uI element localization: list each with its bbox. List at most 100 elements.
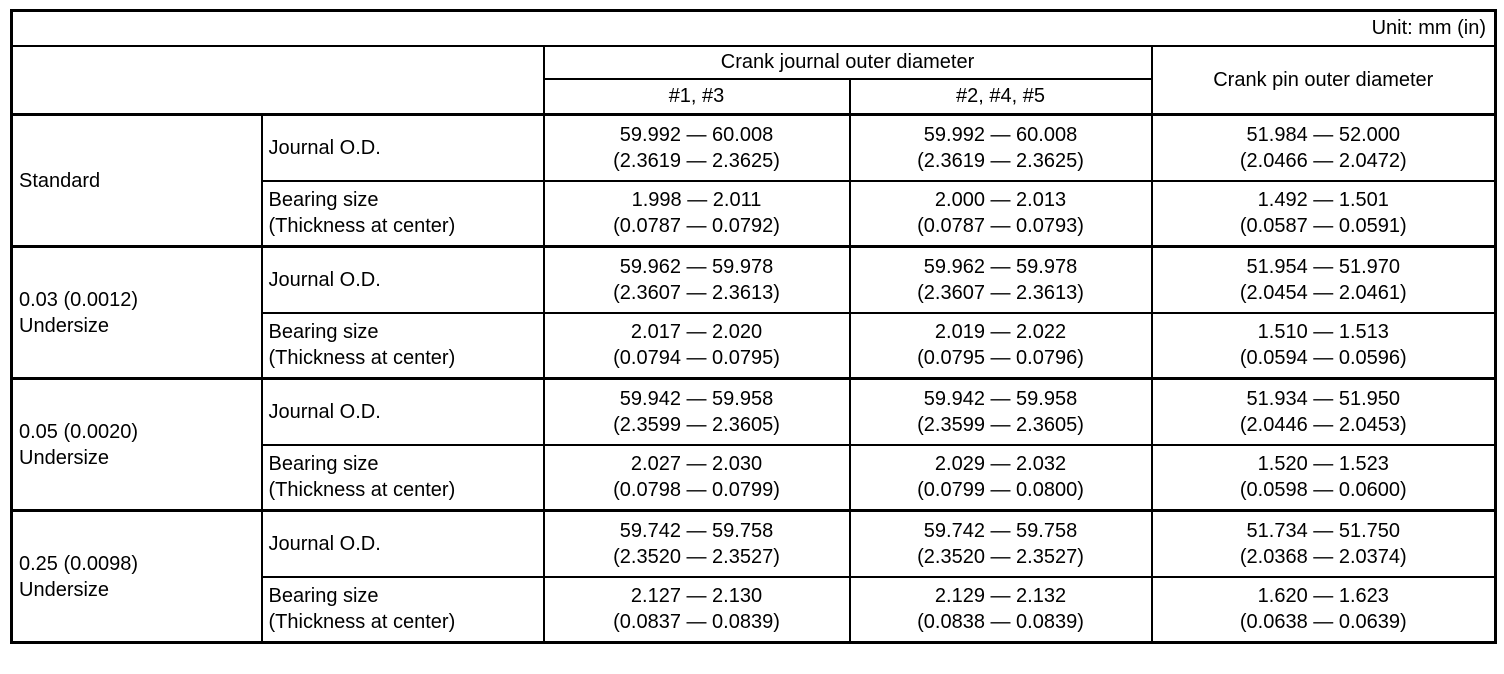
header-crank-pin: Crank pin outer diameter — [1150, 44, 1497, 116]
value-mm: 51.984 — 52.000 — [1246, 123, 1400, 146]
header-col-j245: #2, #4, #5 — [848, 77, 1153, 116]
group-label-standard: Standard — [10, 113, 263, 248]
value-mm: 59.992 — 60.008 — [923, 123, 1078, 146]
value-cell-bearing-j245: 2.019 — 2.022 (0.0795 — 0.0796) — [848, 311, 1153, 380]
value-mm: 1.510 — 1.513 — [1257, 321, 1389, 344]
value-in: (0.0838 — 0.0839) — [917, 611, 1084, 634]
row-label-bearing-size: Bearing size (Thickness at center) — [260, 575, 545, 644]
unit-label: Unit: mm (in) — [10, 9, 1497, 47]
value-cell-bearing-j13: 2.017 — 2.020 (0.0794 — 0.0795) — [542, 311, 851, 380]
value-cell-bearing-pin: 1.620 — 1.623 (0.0638 — 0.0639) — [1150, 575, 1497, 644]
crankshaft-spec-table: Unit: mm (in) Crank journal outer diamet… — [10, 9, 1498, 644]
value-mm: 2.000 — 2.013 — [934, 189, 1067, 212]
value-cell-journal-j13: 59.942 — 59.958 (2.3599 — 2.3605) — [542, 377, 851, 446]
value-mm: 51.734 — 51.750 — [1246, 519, 1400, 542]
value-in: (2.3520 — 2.3527) — [917, 545, 1084, 568]
value-mm: 1.620 — 1.623 — [1257, 585, 1389, 608]
value-cell-journal-j13: 59.742 — 59.758 (2.3520 — 2.3527) — [542, 509, 851, 578]
value-mm: 51.954 — 51.970 — [1246, 255, 1400, 278]
table-row: 0.05 (0.0020) Undersize Journal O.D. 59.… — [10, 377, 1497, 512]
table-row: Bearing size (Thickness at center) 1.998… — [12, 179, 1497, 248]
table-row: Bearing size (Thickness at center) 2.027… — [12, 443, 1497, 512]
value-cell-journal-j245: 59.962 — 59.978 (2.3607 — 2.3613) — [848, 245, 1153, 314]
value-in: (2.0368 — 2.0374) — [1239, 545, 1407, 568]
value-mm: 59.942 — 59.958 — [923, 387, 1078, 410]
row-label-journal-od: Journal O.D. — [260, 377, 545, 446]
value-cell-bearing-j13: 2.027 — 2.030 (0.0798 — 0.0799) — [542, 443, 851, 512]
group-label-005-undersize: 0.05 (0.0020) Undersize — [10, 377, 263, 512]
row-label-journal-od: Journal O.D. — [260, 113, 545, 182]
value-in: (0.0787 — 0.0792) — [613, 215, 780, 238]
group-label-line1: 0.25 (0.0098) — [19, 552, 138, 575]
value-mm: 59.962 — 59.978 — [923, 255, 1078, 278]
value-in: (0.0587 — 0.0591) — [1239, 215, 1407, 238]
value-in: (2.0446 — 2.0453) — [1239, 413, 1407, 436]
value-in: (0.0794 — 0.0795) — [613, 347, 780, 370]
value-mm: 59.992 — 60.008 — [619, 123, 774, 146]
value-mm: 59.742 — 59.758 — [923, 519, 1078, 542]
value-in: (0.0598 — 0.0600) — [1239, 479, 1407, 502]
value-in: (0.0594 — 0.0596) — [1239, 347, 1407, 370]
row-label-journal-od: Journal O.D. — [260, 509, 545, 578]
table-row: Standard Journal O.D. 59.992 — 60.008 (2… — [10, 113, 1497, 248]
table-row: 0.03 (0.0012) Undersize Journal O.D. 59.… — [10, 245, 1497, 380]
value-in: (0.0638 — 0.0639) — [1239, 611, 1407, 634]
bearing-label-line1: Bearing size — [268, 321, 379, 344]
header-crank-journal: Crank journal outer diameter — [542, 44, 1153, 80]
group-label-line2: Undersize — [19, 578, 110, 601]
value-mm: 51.934 — 51.950 — [1246, 387, 1400, 410]
value-in: (2.3619 — 2.3625) — [613, 149, 780, 172]
value-cell-bearing-j245: 2.029 — 2.032 (0.0799 — 0.0800) — [848, 443, 1153, 512]
bearing-label-line1: Bearing size — [268, 189, 379, 212]
value-in: (2.0454 — 2.0461) — [1239, 281, 1407, 304]
value-mm: 2.129 — 2.132 — [934, 585, 1067, 608]
header-col-j13: #1, #3 — [542, 77, 851, 116]
value-mm: 59.742 — 59.758 — [619, 519, 774, 542]
value-in: (2.3607 — 2.3613) — [613, 281, 780, 304]
value-in: (2.3599 — 2.3605) — [613, 413, 780, 436]
table-row: 0.25 (0.0098) Undersize Journal O.D. 59.… — [10, 509, 1497, 644]
value-in: (2.3599 — 2.3605) — [917, 413, 1084, 436]
value-mm: 2.027 — 2.030 — [630, 453, 763, 476]
header-empty-corner — [10, 44, 545, 116]
row-label-bearing-size: Bearing size (Thickness at center) — [260, 443, 545, 512]
value-mm: 2.029 — 2.032 — [934, 453, 1067, 476]
value-cell-journal-j245: 59.742 — 59.758 (2.3520 — 2.3527) — [848, 509, 1153, 578]
value-mm: 1.492 — 1.501 — [1257, 189, 1389, 212]
value-mm: 2.127 — 2.130 — [630, 585, 763, 608]
value-in: (0.0837 — 0.0839) — [613, 611, 780, 634]
value-cell-journal-j13: 59.962 — 59.978 (2.3607 — 2.3613) — [542, 245, 851, 314]
group-label-025-undersize: 0.25 (0.0098) Undersize — [10, 509, 263, 644]
value-cell-journal-pin: 51.984 — 52.000 (2.0466 — 2.0472) — [1150, 113, 1497, 182]
value-mm: 1.998 — 2.011 — [631, 189, 762, 212]
value-cell-bearing-pin: 1.492 — 1.501 (0.0587 — 0.0591) — [1150, 179, 1497, 248]
group-label-line1: 0.03 (0.0012) — [19, 288, 138, 311]
value-in: (0.0798 — 0.0799) — [613, 479, 780, 502]
value-in: (2.3520 — 2.3527) — [613, 545, 780, 568]
value-in: (0.0799 — 0.0800) — [917, 479, 1084, 502]
value-in: (0.0795 — 0.0796) — [917, 347, 1084, 370]
bearing-label-line2: (Thickness at center) — [268, 479, 456, 502]
value-in: (0.0787 — 0.0793) — [917, 215, 1084, 238]
header-row-2: #1, #3 #2, #4, #5 — [12, 77, 1496, 116]
bearing-label-line1: Bearing size — [268, 453, 379, 476]
value-cell-bearing-j13: 2.127 — 2.130 (0.0837 — 0.0839) — [542, 575, 851, 644]
value-mm: 2.019 — 2.022 — [934, 321, 1067, 344]
bearing-label-line2: (Thickness at center) — [268, 347, 456, 370]
value-in: (2.0466 — 2.0472) — [1239, 149, 1407, 172]
row-label-bearing-size: Bearing size (Thickness at center) — [260, 179, 545, 248]
bearing-label-line2: (Thickness at center) — [268, 215, 456, 238]
group-label-line1: Standard — [19, 169, 101, 192]
value-cell-bearing-j245: 2.129 — 2.132 (0.0838 — 0.0839) — [848, 575, 1153, 644]
value-in: (2.3619 — 2.3625) — [917, 149, 1084, 172]
value-cell-bearing-pin: 1.510 — 1.513 (0.0594 — 0.0596) — [1150, 311, 1497, 380]
value-mm: 1.520 — 1.523 — [1257, 453, 1389, 476]
header-row-1: Crank journal outer diameter Crank pin o… — [10, 44, 1497, 116]
group-label-line1: 0.05 (0.0020) — [19, 420, 138, 443]
value-cell-journal-pin: 51.734 — 51.750 (2.0368 — 2.0374) — [1150, 509, 1497, 578]
value-mm: 59.962 — 59.978 — [619, 255, 774, 278]
group-label-line2: Undersize — [19, 446, 110, 469]
bearing-label-line2: (Thickness at center) — [268, 611, 456, 634]
unit-row: Unit: mm (in) — [10, 9, 1497, 47]
